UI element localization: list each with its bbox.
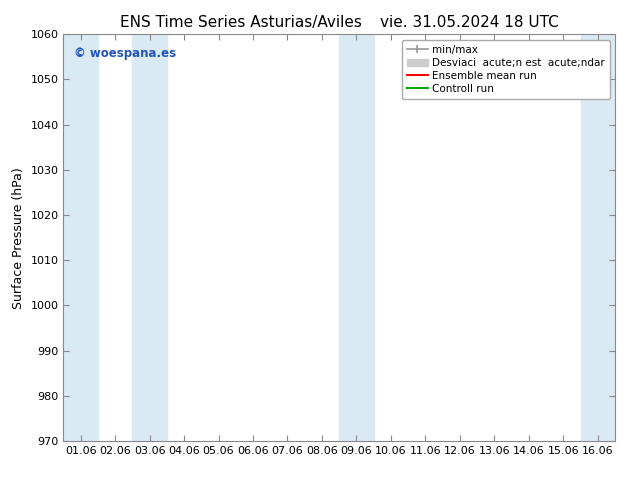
Y-axis label: Surface Pressure (hPa): Surface Pressure (hPa) <box>12 167 25 309</box>
Bar <box>581 34 615 441</box>
Text: vie. 31.05.2024 18 UTC: vie. 31.05.2024 18 UTC <box>380 15 559 30</box>
Bar <box>63 34 98 441</box>
Text: © woespana.es: © woespana.es <box>74 47 176 59</box>
Bar <box>133 34 167 441</box>
Bar <box>339 34 373 441</box>
Legend: min/max, Desviaci  acute;n est  acute;ndar, Ensemble mean run, Controll run: min/max, Desviaci acute;n est acute;ndar… <box>401 40 610 99</box>
Text: ENS Time Series Asturias/Aviles: ENS Time Series Asturias/Aviles <box>120 15 362 30</box>
